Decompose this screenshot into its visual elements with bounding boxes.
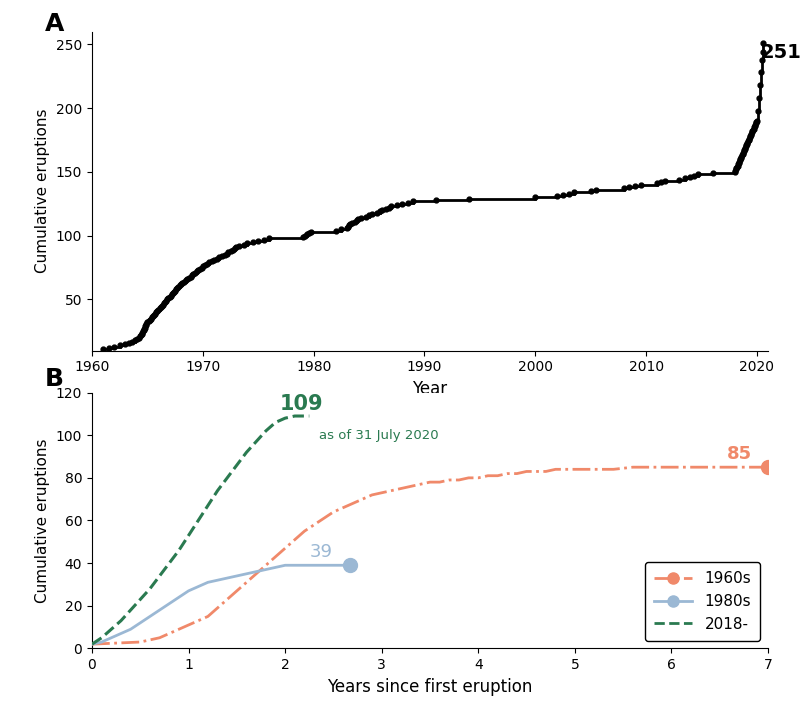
Text: A: A bbox=[45, 13, 64, 36]
Legend: 1960s, 1980s, 2018-: 1960s, 1980s, 2018- bbox=[645, 562, 760, 641]
Text: as of 31 July 2020: as of 31 July 2020 bbox=[319, 430, 438, 442]
X-axis label: Year: Year bbox=[413, 380, 447, 397]
X-axis label: Years since first eruption: Years since first eruption bbox=[327, 678, 533, 695]
Y-axis label: Cumulative eruptions: Cumulative eruptions bbox=[35, 438, 50, 603]
Text: 251: 251 bbox=[760, 43, 800, 62]
Text: 109: 109 bbox=[280, 394, 323, 414]
Text: B: B bbox=[45, 367, 64, 391]
Y-axis label: Cumulative eruptions: Cumulative eruptions bbox=[35, 109, 50, 273]
Text: 39: 39 bbox=[310, 543, 332, 561]
Text: 85: 85 bbox=[726, 444, 751, 463]
